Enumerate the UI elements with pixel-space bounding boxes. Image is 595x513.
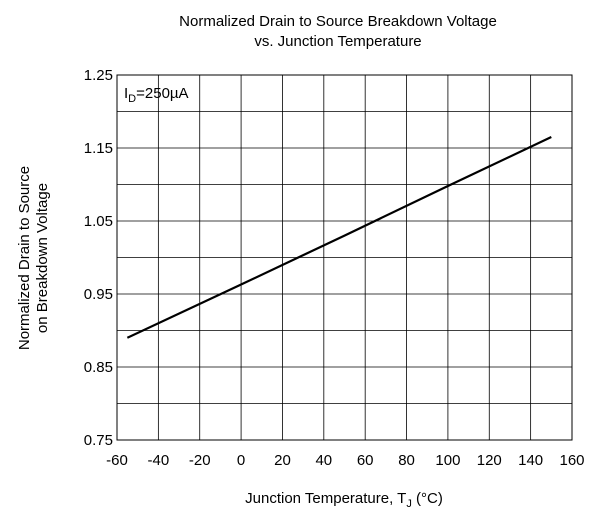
annotation-rest: =250µA	[136, 85, 188, 102]
x-axis-label: Junction Temperature, TJ (°C)	[245, 490, 443, 510]
y-tick-label: 0.95	[84, 286, 113, 303]
y-tick-label: 0.75	[84, 432, 113, 449]
x-tick-label: 80	[398, 452, 415, 469]
y-tick-label: 1.25	[84, 67, 113, 84]
x-axis-label-text: Junction Temperature, T	[245, 490, 406, 507]
x-tick-label: 160	[559, 452, 584, 469]
x-tick-label: -20	[189, 452, 211, 469]
y-axis-label: on Breakdown Voltage	[34, 183, 51, 333]
y-tick-label: 1.05	[84, 213, 113, 230]
annotation: ID=250µA	[124, 85, 189, 105]
x-tick-label: 120	[477, 452, 502, 469]
annotation-text: I	[124, 85, 128, 102]
x-axis-label-sub: J	[406, 498, 412, 510]
y-tick-label: 0.85	[84, 359, 113, 376]
data-line	[126, 136, 552, 339]
chart-title: Normalized Drain to Source Breakdown Vol…	[179, 13, 497, 30]
plot-frame	[116, 74, 573, 441]
y-tick-label: 1.15	[84, 140, 113, 157]
x-tick-label: 140	[518, 452, 543, 469]
x-tick-label: 100	[435, 452, 460, 469]
chart-title: vs. Junction Temperature	[254, 33, 421, 50]
x-tick-label: 20	[274, 452, 291, 469]
x-tick-label: 60	[357, 452, 374, 469]
x-tick-label: 0	[237, 452, 245, 469]
x-tick-label: -40	[148, 452, 170, 469]
x-axis-label-rest: (°C)	[412, 490, 443, 507]
annotation-sub: D	[128, 93, 136, 105]
y-axis-label: Normalized Drain to Source	[16, 166, 33, 350]
x-tick-label: 40	[315, 452, 332, 469]
x-tick-label: -60	[106, 452, 128, 469]
